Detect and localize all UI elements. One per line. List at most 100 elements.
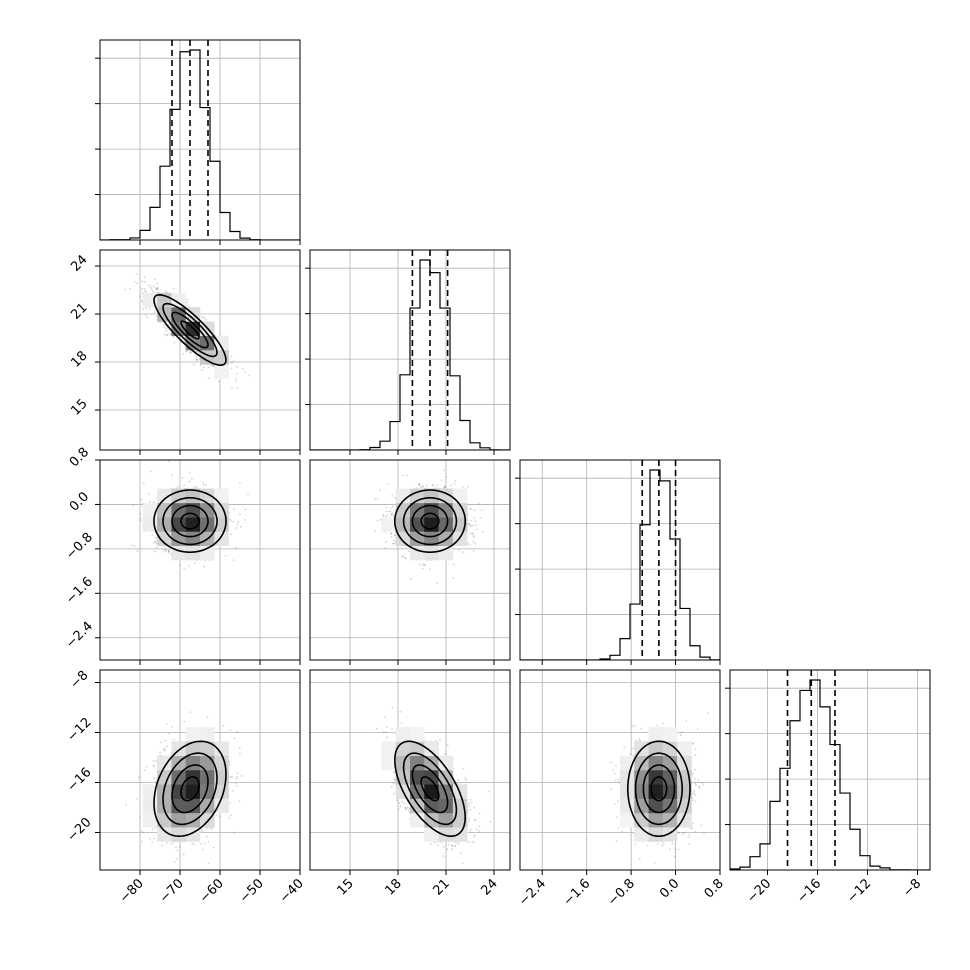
sample-point (421, 486, 424, 488)
sample-point (215, 814, 218, 817)
contour-level-1 (171, 311, 209, 349)
sample-point (229, 814, 232, 817)
sample-point (475, 528, 478, 531)
sample-point (206, 716, 209, 719)
sample-point (382, 515, 385, 518)
sample-point (379, 518, 382, 521)
sample-point (155, 288, 158, 291)
sample-point (168, 460, 170, 463)
sample-point (203, 366, 205, 369)
density-cell (171, 292, 187, 308)
density-cell (452, 488, 468, 504)
sample-point (153, 278, 156, 281)
sample-point (188, 480, 191, 483)
sample-point (167, 323, 170, 326)
density-cell (381, 517, 397, 532)
sample-point (384, 515, 387, 518)
sample-point (212, 846, 215, 849)
contour-level-2 (162, 497, 218, 546)
panel-frame (99, 249, 301, 451)
sample-point (173, 738, 176, 741)
sample-point (437, 487, 440, 490)
sample-point (390, 532, 393, 535)
sample-point (443, 486, 446, 489)
sample-point (173, 287, 175, 290)
density-cell (214, 335, 229, 351)
sample-point (449, 484, 452, 487)
sample-point (440, 479, 443, 481)
panel-2-2 (515, 459, 721, 665)
sample-point (159, 751, 162, 754)
sample-point (207, 366, 210, 369)
sample-point (239, 481, 241, 484)
sample-point (139, 519, 142, 522)
sample-point (392, 514, 395, 517)
sample-point (429, 568, 431, 571)
sample-point (189, 711, 192, 714)
sample-point (166, 333, 169, 336)
sample-point (162, 748, 165, 751)
panel-frame (99, 39, 301, 241)
sample-point (479, 516, 482, 519)
sample-point (434, 487, 436, 489)
sample-point (468, 522, 471, 525)
sample-point (374, 530, 376, 533)
density-cell (438, 517, 454, 532)
y-tick-label: 0.0 (67, 489, 92, 514)
sample-point (132, 504, 134, 507)
sample-point (151, 534, 154, 537)
sample-point (138, 776, 140, 779)
sample-point (144, 313, 147, 316)
sample-point (164, 551, 167, 553)
sample-point (443, 469, 445, 472)
sample-point (147, 284, 150, 286)
sample-point (236, 523, 239, 526)
sample-point (151, 289, 154, 292)
sample-point (401, 474, 404, 477)
density-cell (214, 364, 229, 379)
sample-point (407, 550, 410, 553)
sample-point (203, 565, 206, 568)
sample-point (193, 486, 196, 488)
sample-point (379, 489, 382, 491)
sample-point (145, 290, 148, 293)
sample-point (388, 510, 391, 513)
sample-point (165, 549, 168, 552)
sample-point (233, 508, 235, 510)
sample-point (204, 483, 207, 486)
sample-point (141, 300, 144, 303)
sample-point (229, 519, 232, 522)
panel-2-1 (309, 459, 511, 665)
sample-point (153, 837, 156, 840)
histogram-2 (520, 469, 720, 660)
sample-point (230, 776, 233, 779)
sample-point (242, 368, 245, 370)
panel-2-0: −2.4−1.6−0.80.00.8 (63, 445, 301, 665)
sample-point (238, 513, 241, 516)
y-tick-label: 21 (68, 300, 90, 322)
density-cell (142, 502, 158, 518)
sample-point (423, 564, 426, 567)
sample-point (457, 549, 460, 552)
panel-content (100, 460, 300, 660)
sample-point (178, 564, 181, 567)
sample-point (168, 549, 170, 552)
sample-point (201, 830, 203, 832)
sample-point (203, 316, 205, 319)
sample-point (141, 287, 144, 290)
sample-point (391, 494, 394, 497)
density-cell (185, 488, 201, 504)
sample-point (238, 800, 241, 803)
contour-level-0 (180, 512, 200, 530)
sample-point (392, 505, 394, 508)
sample-point (153, 501, 155, 503)
sample-point (182, 352, 185, 355)
y-tick-label: −1.6 (63, 574, 96, 607)
sample-point (475, 524, 478, 526)
density-cell (185, 545, 201, 561)
sample-point (473, 509, 476, 512)
sample-point (165, 327, 168, 330)
density-cell (157, 488, 172, 504)
sample-point (130, 544, 133, 547)
